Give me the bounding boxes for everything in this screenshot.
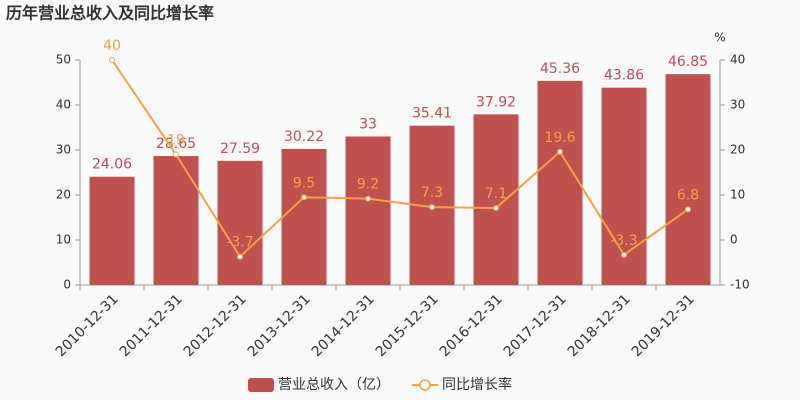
x-tick-label: 2017-12-31 [501, 291, 570, 360]
line-value-label: 19.6 [544, 130, 575, 146]
y2-tick-label: 0 [730, 233, 738, 247]
bar [217, 160, 263, 285]
y2-tick-label: 10 [730, 188, 745, 202]
bar-value-label: 35.41 [412, 106, 452, 122]
bar [281, 149, 327, 285]
line-value-label: 7.3 [421, 185, 443, 201]
x-tick-label: 2016-12-31 [437, 291, 506, 360]
line-point [685, 206, 691, 213]
line-value-label: 7.1 [485, 186, 507, 202]
y2-axis-label: % [714, 31, 725, 45]
line-value-label: 9.5 [293, 175, 315, 191]
line-point [237, 253, 243, 260]
line-point [493, 205, 499, 212]
bar-value-label: 45.36 [540, 61, 580, 77]
line-value-label: 40 [103, 38, 121, 54]
bar-value-label: 24.06 [92, 157, 132, 173]
y-tick-label: 30 [56, 143, 71, 157]
bar [665, 74, 711, 285]
bar-value-label: 37.92 [476, 94, 516, 110]
chart-title: 历年营业总收入及同比增长率 [6, 4, 214, 23]
line-value-label: -3.7 [226, 235, 253, 251]
x-tick-label: 2011-12-31 [117, 291, 186, 360]
line-point [429, 204, 435, 211]
bar [345, 136, 391, 285]
y2-tick-label: 40 [730, 53, 745, 67]
bar-value-label: 33 [359, 117, 377, 133]
bar-value-label: 43.86 [604, 68, 644, 84]
x-tick-label: 2015-12-31 [373, 291, 442, 360]
legend-label: 营业总收入（亿） [278, 377, 390, 393]
bar [537, 80, 583, 285]
bar-value-label: 30.22 [284, 129, 324, 145]
x-tick-label: 2019-12-31 [629, 291, 698, 360]
line-point [557, 148, 563, 155]
legend-swatch [248, 378, 274, 392]
x-tick-label: 2014-12-31 [309, 291, 378, 360]
legend-point [419, 379, 431, 391]
line-value-label: -3.3 [610, 233, 637, 249]
bar [89, 176, 135, 285]
line-point [109, 57, 115, 63]
bar-value-label: 27.59 [220, 141, 260, 157]
x-tick-label: 2013-12-31 [245, 291, 314, 360]
y2-tick-label: -10 [730, 278, 750, 292]
bar [153, 156, 199, 285]
y-tick-label: 20 [56, 188, 71, 202]
line-value-label: 19 [167, 133, 185, 149]
line-point [365, 195, 371, 202]
y-tick-label: 10 [56, 233, 71, 247]
y-tick-label: 40 [56, 98, 71, 112]
line-point [173, 151, 179, 158]
x-tick-label: 2018-12-31 [565, 291, 634, 360]
x-tick-label: 2010-12-31 [53, 291, 122, 360]
y-tick-label: 0 [63, 278, 71, 292]
x-tick-label: 2012-12-31 [181, 291, 250, 360]
y-tick-label: 50 [56, 53, 71, 67]
y2-tick-label: 20 [730, 143, 745, 157]
line-point [621, 251, 627, 258]
legend-label: 同比增长率 [442, 376, 512, 393]
line-value-label: 9.2 [357, 177, 379, 193]
line-value-label: 6.8 [677, 187, 699, 203]
y2-tick-label: 30 [730, 98, 745, 112]
line-point [301, 194, 307, 201]
line [111, 59, 689, 259]
bar-value-label: 46.85 [668, 54, 708, 70]
bar [473, 114, 519, 285]
